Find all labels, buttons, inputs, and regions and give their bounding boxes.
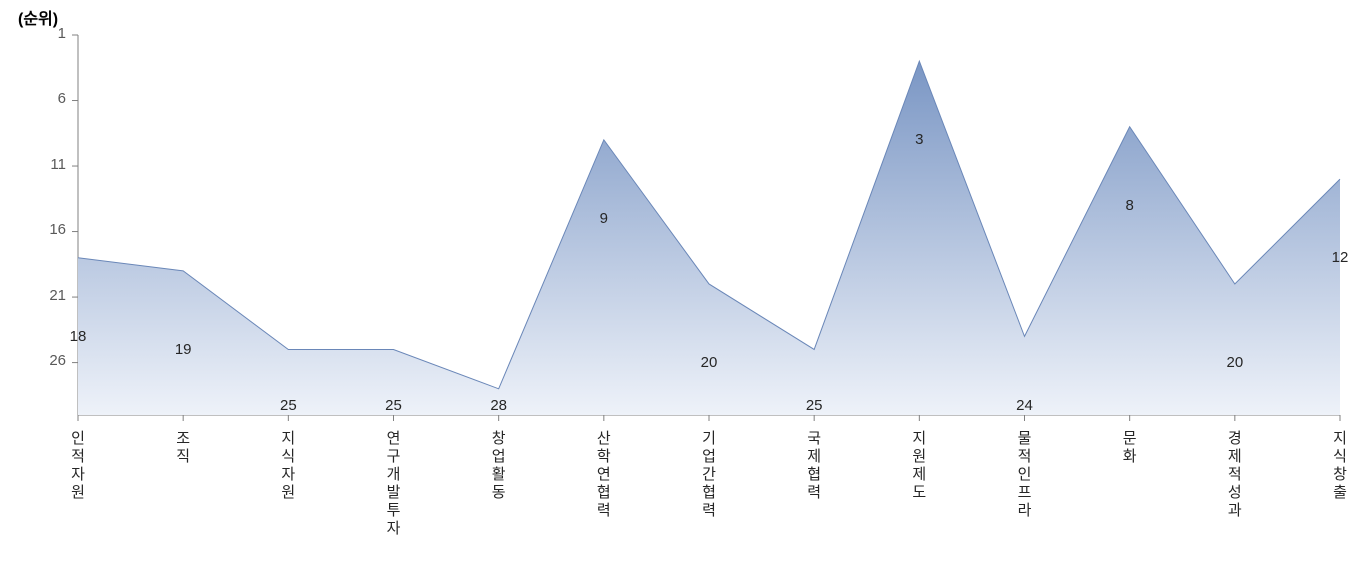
data-value-label: 19 — [175, 341, 192, 358]
data-value-label: 25 — [385, 397, 402, 414]
data-value-label: 20 — [1226, 354, 1243, 371]
data-value-label: 28 — [490, 397, 507, 414]
x-category-label: 물적인프라 — [1018, 430, 1032, 520]
y-tick-label: 6 — [58, 90, 66, 107]
data-value-label: 20 — [701, 354, 718, 371]
x-category-label: 경제적성과 — [1228, 430, 1242, 520]
data-value-label: 3 — [915, 131, 923, 148]
chart-svg — [0, 0, 1361, 567]
x-category-label: 기업간협력 — [702, 430, 716, 520]
data-value-label: 25 — [806, 397, 823, 414]
y-tick-label: 1 — [58, 25, 66, 42]
x-category-label: 지식창출 — [1333, 430, 1347, 502]
x-category-label: 국제협력 — [807, 430, 821, 502]
y-tick-label: 16 — [49, 221, 66, 238]
x-category-label: 조직 — [176, 430, 190, 466]
x-category-label: 연구개발투자 — [387, 430, 401, 538]
data-value-label: 12 — [1332, 249, 1349, 266]
y-tick-label: 11 — [50, 156, 66, 173]
x-category-label: 산학연협력 — [597, 430, 611, 520]
x-category-label: 인적자원 — [71, 430, 85, 502]
ranking-area-chart: (순위) 161116212618192525289202532482012인적… — [0, 0, 1361, 567]
data-value-label: 8 — [1125, 197, 1133, 214]
data-value-label: 18 — [70, 328, 87, 345]
x-category-label: 창업활동 — [492, 430, 506, 502]
data-value-label: 25 — [280, 397, 297, 414]
y-tick-label: 26 — [49, 352, 66, 369]
x-category-label: 지식자원 — [281, 430, 295, 502]
x-category-label: 지원제도 — [912, 430, 926, 502]
data-value-label: 9 — [600, 210, 608, 227]
y-axis-title: (순위) — [18, 5, 58, 29]
data-value-label: 24 — [1016, 397, 1033, 414]
y-tick-label: 21 — [49, 287, 66, 304]
x-category-label: 문화 — [1123, 430, 1137, 466]
